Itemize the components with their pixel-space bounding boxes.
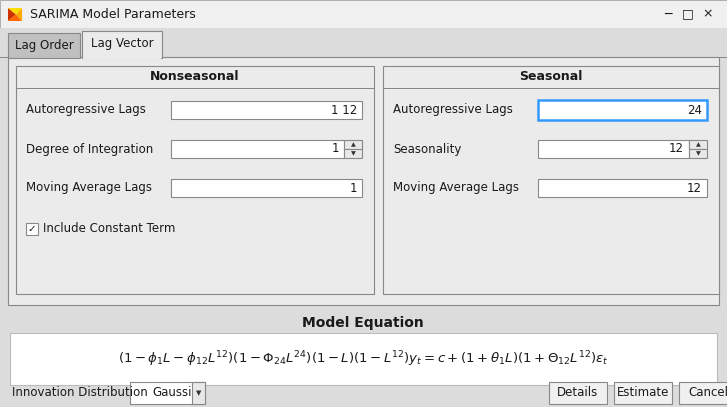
Text: Lag Vector: Lag Vector — [91, 37, 153, 50]
Polygon shape — [8, 15, 22, 21]
Bar — [16, 66, 374, 294]
Text: Details: Details — [558, 387, 598, 400]
Bar — [538, 179, 707, 197]
Bar — [383, 88, 719, 89]
Bar — [10, 333, 717, 385]
Text: ▼: ▼ — [350, 151, 356, 156]
Text: 24: 24 — [687, 103, 702, 116]
Text: Gaussian: Gaussian — [152, 387, 206, 400]
Text: Autoregressive Lags: Autoregressive Lags — [26, 103, 146, 116]
Text: ×: × — [703, 7, 713, 20]
Bar — [83, 57, 161, 59]
Bar — [130, 382, 205, 404]
Text: 1: 1 — [350, 182, 357, 195]
Polygon shape — [8, 8, 22, 15]
Bar — [689, 149, 707, 158]
Bar — [8, 33, 80, 58]
Text: □: □ — [682, 7, 694, 20]
Text: ▲: ▲ — [696, 142, 700, 147]
Bar — [82, 31, 162, 58]
Text: Estimate: Estimate — [616, 387, 669, 400]
Text: ✓: ✓ — [28, 224, 36, 234]
Text: 12: 12 — [687, 182, 702, 195]
Bar — [8, 57, 719, 305]
Text: ▲: ▲ — [350, 142, 356, 147]
Text: $(1 - \phi_1 L - \phi_{12} L^{12})(1 - \Phi_{24} L^{24})(1 - L)(1 - L^{12})y_t =: $(1 - \phi_1 L - \phi_{12} L^{12})(1 - \… — [118, 349, 608, 369]
Bar — [679, 382, 727, 404]
Bar — [26, 223, 38, 235]
Text: Lag Order: Lag Order — [15, 39, 73, 52]
Bar — [171, 140, 344, 158]
Polygon shape — [16, 8, 22, 21]
Polygon shape — [8, 8, 16, 21]
Text: 1 12: 1 12 — [331, 103, 357, 116]
Text: 12: 12 — [669, 142, 684, 155]
Text: Innovation Distribution: Innovation Distribution — [12, 387, 148, 400]
Bar — [16, 88, 374, 89]
Text: Model Equation: Model Equation — [302, 316, 424, 330]
Text: SARIMA Model Parameters: SARIMA Model Parameters — [30, 7, 196, 20]
Bar — [614, 382, 672, 404]
Bar — [538, 140, 689, 158]
Text: Autoregressive Lags: Autoregressive Lags — [393, 103, 513, 116]
Bar — [549, 382, 607, 404]
Bar — [689, 140, 707, 149]
Text: ▼: ▼ — [696, 151, 700, 156]
Bar — [192, 382, 205, 404]
Text: Nonseasonal: Nonseasonal — [150, 70, 240, 83]
Bar — [538, 100, 707, 120]
Text: Include Constant Term: Include Constant Term — [43, 223, 175, 236]
Bar — [383, 66, 719, 294]
Bar — [344, 140, 362, 149]
Bar — [171, 179, 362, 197]
Bar — [171, 101, 362, 119]
Text: Cancel: Cancel — [688, 387, 727, 400]
Text: Seasonal: Seasonal — [519, 70, 582, 83]
Bar — [0, 28, 727, 32]
Text: Seasonality: Seasonality — [393, 142, 462, 155]
Text: ─: ─ — [664, 7, 672, 20]
Text: Moving Average Lags: Moving Average Lags — [26, 182, 152, 195]
Bar — [0, 57, 727, 58]
Text: 1: 1 — [332, 142, 339, 155]
Bar — [0, 0, 727, 28]
Text: Moving Average Lags: Moving Average Lags — [393, 182, 519, 195]
Text: ▼: ▼ — [196, 390, 201, 396]
Bar — [344, 149, 362, 158]
Text: Degree of Integration: Degree of Integration — [26, 142, 153, 155]
